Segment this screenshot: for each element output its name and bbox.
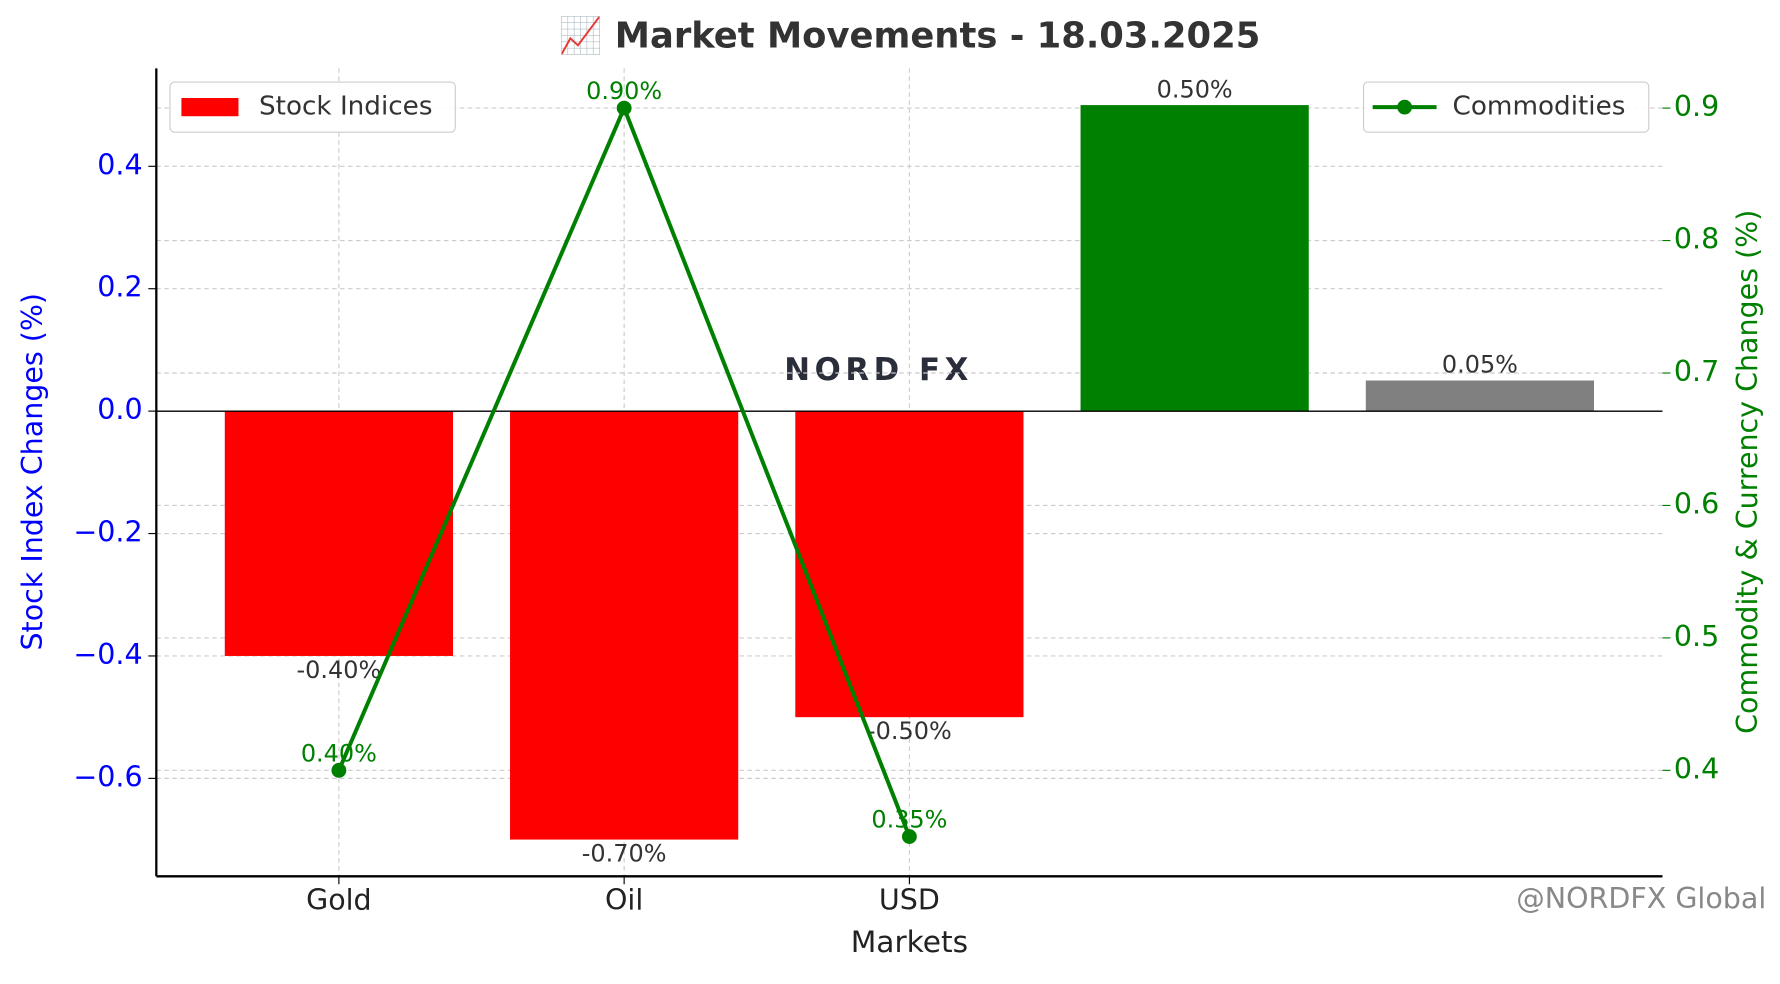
line-value-label: 0.35% (871, 806, 947, 834)
x-axis-label: Markets (851, 924, 968, 959)
x-tick-label: Gold (306, 883, 372, 916)
line-value-label: 0.90% (586, 77, 662, 105)
bar-value-label: -0.70% (582, 839, 667, 867)
watermark: NORD FX (784, 352, 973, 388)
legend-marker (1397, 99, 1413, 115)
line-point (616, 100, 632, 116)
bar (1365, 380, 1595, 412)
y2-tick-label: 0.5 (1674, 620, 1719, 653)
y-tick-label: −0.4 (73, 638, 142, 671)
y2-axis-label: Commodity & Currency Changes (%) (1731, 210, 1764, 734)
chart-title: 📈 Market Movements - 18.03.2025 (558, 15, 1260, 57)
bar-value-label: -0.50% (867, 717, 952, 745)
y2-tick-label: 0.7 (1674, 355, 1719, 388)
y-tick-label: −0.6 (73, 760, 142, 793)
legend-box (1362, 81, 1650, 133)
x-tick-label: Oil (605, 883, 643, 916)
y2-tick-label: 0.4 (1674, 752, 1719, 785)
bar-value-label: -0.40% (297, 656, 382, 684)
y-tick-label: 0.2 (97, 271, 142, 304)
line-value-label: 0.40% (301, 739, 377, 767)
bar (795, 411, 1024, 718)
legend-box (169, 81, 456, 133)
y2-tick-label: 0.8 (1674, 223, 1719, 256)
y2-tick-label: 0.6 (1674, 487, 1719, 520)
y2-tick-label: 0.9 (1674, 90, 1719, 123)
bar (224, 411, 453, 656)
bar (1080, 105, 1309, 412)
line-point (901, 829, 917, 844)
bar-value-label: 0.50% (1157, 75, 1233, 103)
bar-value-label: 0.05% (1442, 351, 1518, 379)
watermark-handle: @NORDFX Global (1516, 882, 1766, 915)
y-tick-label: 0.4 (97, 148, 142, 181)
bar (510, 411, 739, 840)
y-axis-label: Stock Index Changes (%) (16, 293, 49, 651)
legend-swatch (181, 98, 239, 117)
legend-label: Stock Indices (259, 92, 433, 122)
legend-label: Commodities (1453, 92, 1626, 122)
x-tick-label: USD (879, 883, 940, 916)
y-tick-label: 0.0 (97, 393, 142, 426)
line-point (331, 762, 347, 778)
y-tick-label: −0.2 (73, 516, 142, 549)
